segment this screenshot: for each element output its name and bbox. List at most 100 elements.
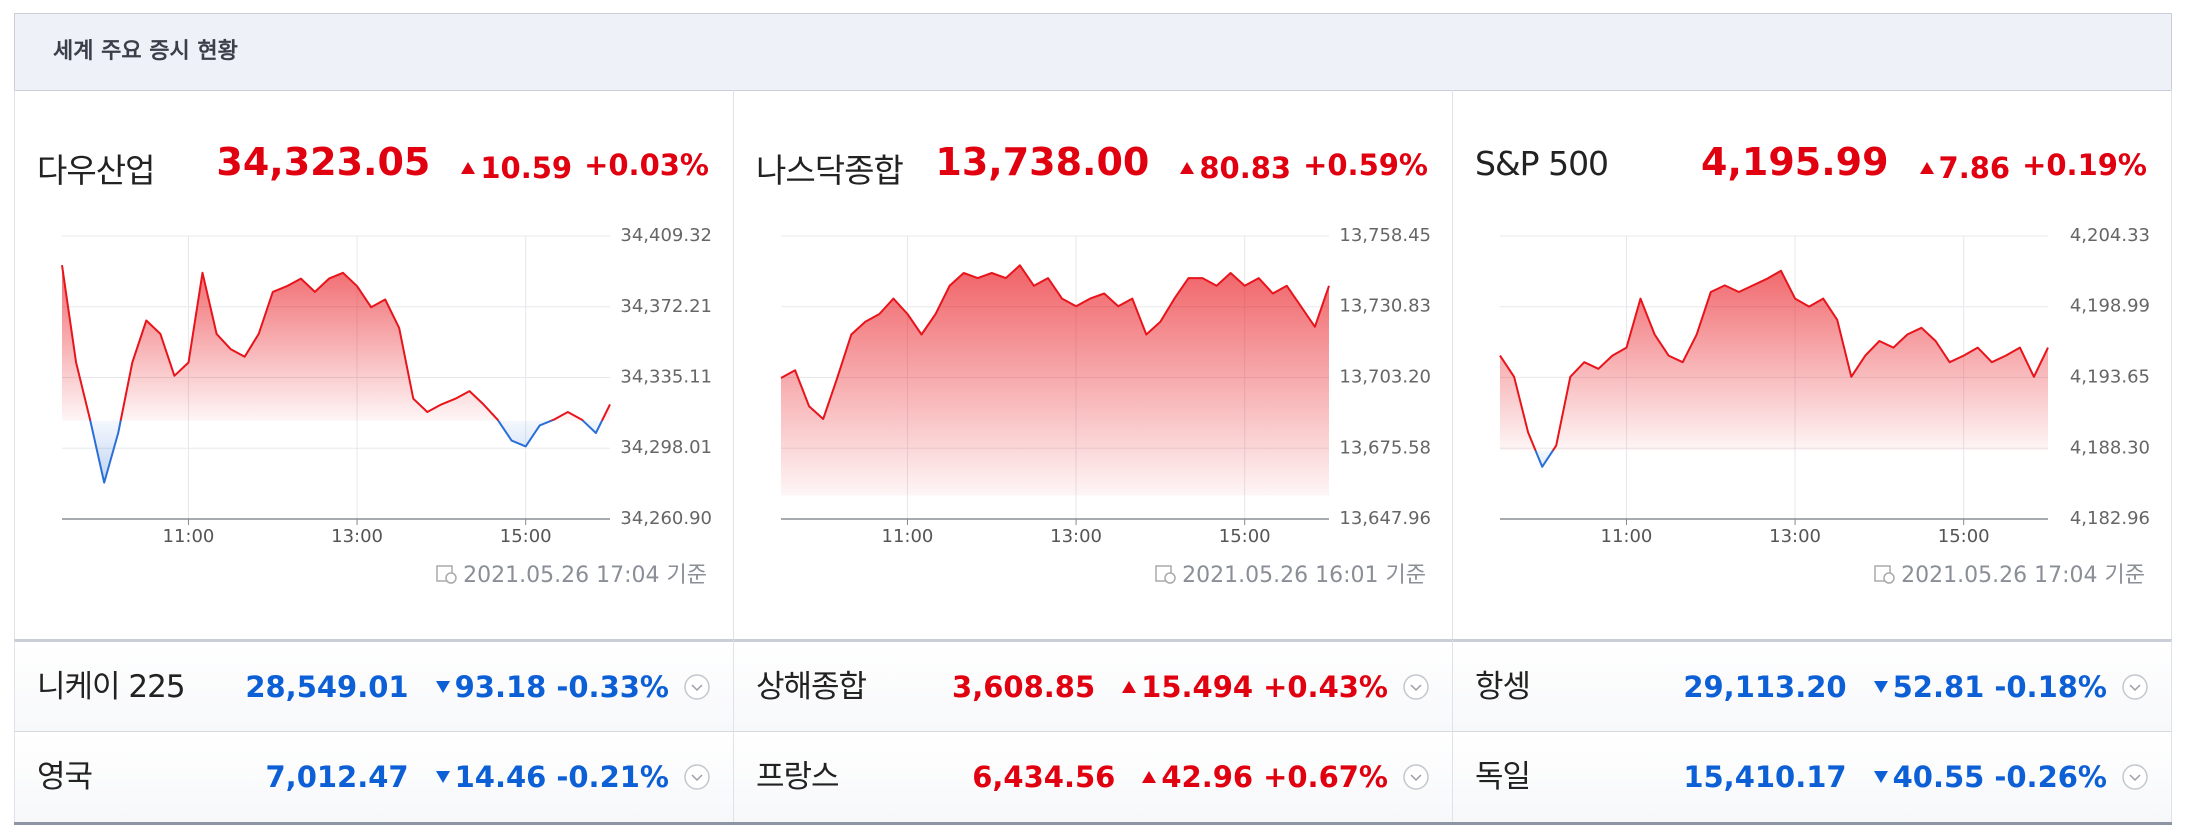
change: 7.86 (1938, 151, 2011, 185)
expand-icon[interactable] (2121, 673, 2149, 701)
market-row: 항셍 29,113.20 52.81 -0.18% (1452, 639, 2172, 732)
market-panel: 34,260.90 34,298.01 34,335.11 34,372.21 34,4… (14, 90, 733, 640)
market-row: 영국 7,012.47 14.46 -0.21% (14, 731, 733, 822)
x-tick-label: 13:00 (1769, 526, 1821, 547)
timestamp: 2021.05.26 17:04 기준 (1873, 557, 2145, 589)
market-name: 프랑스 (756, 759, 840, 795)
market-name: 니케이 225 (37, 669, 186, 705)
market-row: 프랑스 6,434.56 42.96 +0.67% (733, 731, 1452, 822)
change-pct: -0.18% (1994, 670, 2107, 704)
quote: 29,113.20 52.81 -0.18% (1683, 642, 2149, 732)
y-tick-label: 13,675.58 (1339, 437, 1431, 458)
change: 93.18 (454, 670, 547, 704)
price: 3,608.85 (952, 670, 1096, 704)
y-tick-label: 34,335.11 (620, 367, 712, 388)
y-tick-label: 34,298.01 (620, 437, 712, 458)
change-pct: +0.43% (1263, 670, 1388, 704)
change: 10.59 (480, 151, 573, 185)
market-name: 상해종합 (756, 669, 867, 705)
x-tick-label: 15:00 (500, 526, 552, 547)
y-tick-label: 13,758.45 (1339, 225, 1431, 246)
arrow-shape (461, 162, 476, 174)
arrow-shape (1122, 681, 1137, 693)
expand-icon[interactable] (683, 673, 711, 701)
quote: 28,549.01 93.18 -0.33% (245, 642, 711, 732)
quote: 3,608.85 15.494 +0.43% (952, 642, 1430, 732)
x-tick-label: 11:00 (882, 526, 934, 547)
icon-clock (1883, 572, 1895, 584)
change: 40.55 (1892, 760, 1985, 794)
expand-icon[interactable] (1402, 763, 1430, 791)
market-name: 나스닥종합 (756, 151, 904, 190)
market-panel: 4,182.96 4,188.30 4,193.65 4,198.99 4,204.33… (1452, 90, 2172, 640)
trend-arrow (1873, 771, 1888, 783)
icon-chevron (2129, 774, 2141, 782)
quote: 15,410.17 40.55 -0.26% (1683, 732, 2149, 822)
arrow-shape (435, 681, 450, 693)
change: 14.46 (454, 760, 547, 794)
icon-clock (445, 572, 457, 584)
x-tick-label: 13:00 (1050, 526, 1102, 547)
y-tick-label: 34,260.90 (620, 508, 712, 529)
change-group: 10.59 (460, 151, 572, 185)
arrow-shape (435, 771, 450, 783)
icon-chevron (691, 774, 703, 782)
arrow-shape (1180, 162, 1195, 174)
change-pct: -0.26% (1994, 760, 2107, 794)
quote: 7,012.47 14.46 -0.21% (266, 732, 712, 822)
arrow-shape (1873, 681, 1888, 693)
x-tick-label: 13:00 (331, 526, 383, 547)
widget-title: 세계 주요 증시 현황 (53, 39, 238, 64)
quote: 6,434.56 42.96 +0.67% (972, 732, 1430, 822)
expand-icon[interactable] (683, 763, 711, 791)
market-name: S&P 500 (1475, 144, 1609, 183)
timestamp-text: 2021.05.26 17:04 기준 (1901, 563, 2145, 588)
quote: 34,323.05 10.59 +0.03% (216, 140, 709, 185)
timestamp-text: 2021.05.26 17:04 기준 (463, 563, 707, 588)
y-tick-label: 4,198.99 (2070, 296, 2150, 317)
quote: 4,195.99 7.86 +0.19% (1701, 140, 2147, 185)
price: 34,323.05 (216, 140, 431, 184)
y-tick-label: 34,372.21 (620, 296, 712, 317)
icon-clock (1164, 572, 1176, 584)
market-row: 상해종합 3,608.85 15.494 +0.43% (733, 639, 1452, 732)
y-tick-label: 4,182.96 (2070, 508, 2150, 529)
icon-circle (1403, 674, 1429, 700)
expand-icon[interactable] (1402, 673, 1430, 701)
y-tick-label: 13,730.83 (1339, 296, 1431, 317)
change: 80.83 (1199, 151, 1292, 185)
icon-circle (684, 674, 710, 700)
timestamp-text: 2021.05.26 16:01 기준 (1182, 563, 1426, 588)
change-group: 40.55 (1873, 760, 1985, 794)
x-tick-label: 15:00 (1219, 526, 1271, 547)
change-group: 52.81 (1873, 670, 1984, 704)
icon-circle (2122, 764, 2148, 790)
icon-chevron (691, 684, 703, 692)
price: 13,738.00 (935, 140, 1150, 184)
price-line (61, 265, 611, 484)
price: 4,195.99 (1701, 140, 1889, 184)
price: 28,549.01 (245, 670, 409, 704)
x-tick-label: 11:00 (163, 526, 215, 547)
market-name: 독일 (1475, 759, 1531, 795)
icon-chevron (1410, 684, 1422, 692)
x-tick-label: 11:00 (1601, 526, 1653, 547)
intraday-chart: 34,260.90 34,298.01 34,335.11 34,372.21 34,4… (61, 225, 712, 547)
change-group: 80.83 (1179, 151, 1291, 185)
price: 7,012.47 (265, 760, 409, 794)
market-row: 독일 15,410.17 40.55 -0.26% (1452, 731, 2172, 822)
trend-arrow (1142, 771, 1157, 783)
timestamp: 2021.05.26 17:04 기준 (435, 557, 707, 589)
trend-arrow (1122, 681, 1137, 693)
icon-circle (684, 764, 710, 790)
change-pct: +0.67% (1263, 760, 1388, 794)
y-tick-label: 13,647.96 (1339, 508, 1431, 529)
price: 6,434.56 (972, 760, 1116, 794)
y-tick-label: 4,193.65 (2070, 366, 2150, 387)
change-pct: +0.03% (584, 148, 709, 182)
trend-arrow (435, 681, 450, 693)
change: 42.96 (1161, 760, 1254, 794)
expand-icon[interactable] (2121, 763, 2149, 791)
arrow-shape (1919, 162, 1934, 174)
area (781, 265, 1329, 496)
